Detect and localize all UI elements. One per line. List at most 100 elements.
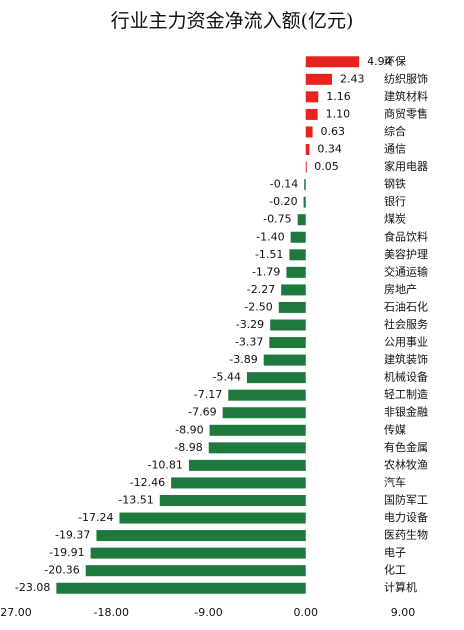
value-label: -13.51 bbox=[118, 493, 153, 506]
category-label: 化工 bbox=[384, 563, 406, 577]
category-label: 汽车 bbox=[384, 475, 406, 489]
bar bbox=[222, 407, 306, 419]
x-tick-label: 9.00 bbox=[391, 606, 416, 619]
category-label: 农林牧渔 bbox=[384, 457, 428, 471]
value-label: 1.10 bbox=[326, 107, 351, 120]
category-label: 银行 bbox=[384, 194, 406, 208]
value-label: -3.29 bbox=[236, 318, 264, 331]
value-label: 0.05 bbox=[314, 160, 339, 173]
category-label: 通信 bbox=[384, 143, 406, 156]
x-tick-label: -27.00 bbox=[0, 606, 32, 619]
bar bbox=[96, 530, 306, 542]
category-label: 机械设备 bbox=[384, 370, 428, 384]
category-label: 美容护理 bbox=[384, 247, 428, 261]
bar bbox=[281, 284, 306, 296]
bar bbox=[305, 91, 319, 103]
value-label: -7.17 bbox=[194, 388, 222, 401]
value-label: -2.27 bbox=[247, 283, 275, 296]
value-label: -7.69 bbox=[188, 406, 216, 419]
value-label: -8.90 bbox=[175, 423, 203, 436]
bar bbox=[305, 73, 333, 85]
bar bbox=[270, 319, 306, 331]
bar bbox=[159, 494, 306, 506]
x-tick-label: -9.00 bbox=[194, 606, 222, 619]
value-label: 4.94 bbox=[367, 55, 392, 68]
category-label: 轻工制造 bbox=[384, 387, 428, 401]
category-label: 公用事业 bbox=[384, 336, 428, 349]
category-label: 传媒 bbox=[384, 423, 406, 436]
bar bbox=[90, 547, 306, 559]
category-label: 建筑装饰 bbox=[384, 352, 428, 366]
value-label: 2.43 bbox=[340, 72, 365, 85]
category-label: 电子 bbox=[384, 546, 406, 559]
category-label: 非银金融 bbox=[384, 405, 428, 419]
value-label: -20.36 bbox=[44, 564, 79, 577]
category-label: 国防军工 bbox=[384, 492, 428, 506]
bar bbox=[85, 565, 306, 577]
value-label: 0.34 bbox=[317, 143, 342, 156]
value-label: -1.51 bbox=[255, 248, 283, 261]
bar bbox=[269, 337, 306, 349]
value-label: -1.79 bbox=[252, 265, 280, 278]
x-tick-label: 0.00 bbox=[294, 606, 319, 619]
category-label: 家用电器 bbox=[384, 159, 428, 173]
bar bbox=[304, 179, 306, 191]
value-label: -3.89 bbox=[229, 353, 257, 366]
bar bbox=[228, 389, 306, 401]
bar bbox=[305, 56, 360, 68]
bar bbox=[305, 144, 310, 156]
category-label: 环保 bbox=[384, 54, 406, 68]
bar bbox=[305, 108, 318, 120]
bar bbox=[290, 231, 306, 243]
category-label: 煤炭 bbox=[384, 213, 406, 226]
bar bbox=[188, 459, 306, 471]
value-label: -5.44 bbox=[212, 371, 240, 384]
value-label: -3.37 bbox=[235, 336, 263, 349]
value-label: -0.20 bbox=[269, 195, 297, 208]
category-label: 综合 bbox=[384, 124, 406, 138]
value-label: -17.24 bbox=[78, 511, 113, 524]
category-label: 石油石化 bbox=[384, 299, 428, 313]
chart-title: 行业主力资金净流入额(亿元) bbox=[111, 10, 354, 32]
category-label: 医药生物 bbox=[384, 528, 428, 542]
bar bbox=[246, 372, 306, 384]
category-label: 商贸零售 bbox=[384, 106, 428, 120]
value-label: 1.16 bbox=[326, 90, 351, 103]
bar bbox=[305, 126, 313, 138]
x-tick-label: -18.00 bbox=[94, 606, 129, 619]
value-label: -1.40 bbox=[256, 230, 284, 243]
bar bbox=[56, 582, 306, 594]
value-label: -2.50 bbox=[244, 300, 272, 313]
bar bbox=[209, 424, 306, 436]
value-label: -19.37 bbox=[55, 529, 90, 542]
category-label: 计算机 bbox=[384, 580, 417, 594]
value-label: -8.98 bbox=[174, 441, 202, 454]
value-label: -19.91 bbox=[49, 546, 84, 559]
value-label: 0.63 bbox=[321, 125, 346, 138]
bar bbox=[208, 442, 306, 454]
bar bbox=[278, 301, 306, 313]
value-label: -0.14 bbox=[270, 178, 298, 191]
category-label: 钢铁 bbox=[384, 178, 406, 191]
category-label: 建筑材料 bbox=[384, 89, 428, 103]
bar bbox=[289, 249, 306, 261]
bar bbox=[305, 161, 307, 173]
value-label: -10.81 bbox=[147, 458, 182, 471]
bar bbox=[297, 214, 306, 226]
category-label: 食品饮料 bbox=[384, 229, 428, 243]
bar bbox=[303, 196, 306, 208]
bar bbox=[171, 477, 306, 489]
category-label: 房地产 bbox=[384, 282, 417, 296]
value-label: -12.46 bbox=[130, 476, 165, 489]
category-label: 电力设备 bbox=[384, 510, 428, 524]
value-label: -0.75 bbox=[263, 213, 291, 226]
category-label: 交通运输 bbox=[384, 264, 428, 278]
bar bbox=[119, 512, 306, 524]
bar bbox=[263, 354, 306, 366]
category-label: 有色金属 bbox=[384, 440, 428, 454]
bar bbox=[286, 266, 306, 278]
category-label: 纺织服饰 bbox=[384, 71, 428, 85]
value-label: -23.08 bbox=[15, 581, 50, 594]
category-label: 社会服务 bbox=[384, 317, 428, 331]
